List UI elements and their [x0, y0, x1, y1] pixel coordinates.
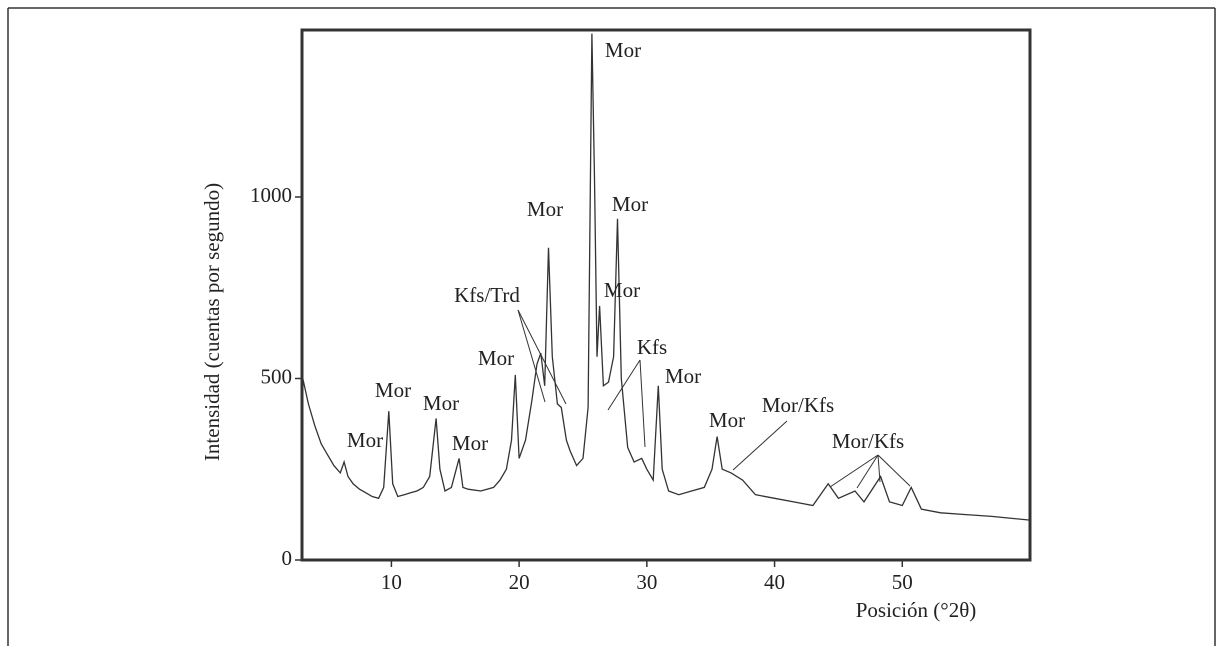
- peak-annotation: Mor/Kfs: [762, 393, 834, 417]
- leader-line: [607, 359, 641, 411]
- leader-line: [639, 359, 646, 448]
- peak-annotation: Mor/Kfs: [832, 429, 904, 453]
- peak-annotation: Kfs: [637, 335, 667, 359]
- peak-annotation: Mor: [375, 378, 411, 402]
- leader-line: [517, 309, 546, 403]
- peak-annotation: Mor: [347, 428, 383, 452]
- x-tick-label: 20: [509, 570, 530, 594]
- y-tick-label: 0: [282, 546, 293, 570]
- peak-annotation: Mor: [478, 346, 514, 370]
- leader-line: [856, 454, 879, 489]
- pattern-line: [301, 33, 1031, 521]
- peak-annotation: Mor: [527, 197, 563, 221]
- peak-annotation: Mor: [709, 408, 745, 432]
- x-tick-label: 30: [636, 570, 657, 594]
- peak-annotation: Mor: [604, 278, 640, 302]
- leader-line: [517, 309, 567, 405]
- peak-annotation: Mor: [423, 391, 459, 415]
- leader-line: [877, 454, 881, 483]
- peak-annotation: Kfs/Trd: [454, 283, 520, 307]
- leader-line: [877, 454, 911, 487]
- peak-annotation: Mor: [612, 192, 648, 216]
- y-tick-label: 1000: [250, 183, 292, 207]
- leader-line: [732, 420, 788, 471]
- peak-annotation: Mor: [452, 431, 488, 455]
- peak-annotation: Mor: [605, 38, 641, 62]
- x-axis-label: Posición (°2θ): [856, 598, 977, 622]
- x-tick-label: 40: [764, 570, 785, 594]
- peak-annotation: Mor: [665, 364, 701, 388]
- plot-frame: [300, 28, 1032, 562]
- leader-line: [829, 454, 879, 488]
- y-tick-label: 500: [261, 364, 293, 388]
- x-tick-label: 50: [892, 570, 913, 594]
- x-tick-label: 10: [381, 570, 402, 594]
- y-axis-label: Intensidad (cuentas por segundo): [200, 183, 224, 461]
